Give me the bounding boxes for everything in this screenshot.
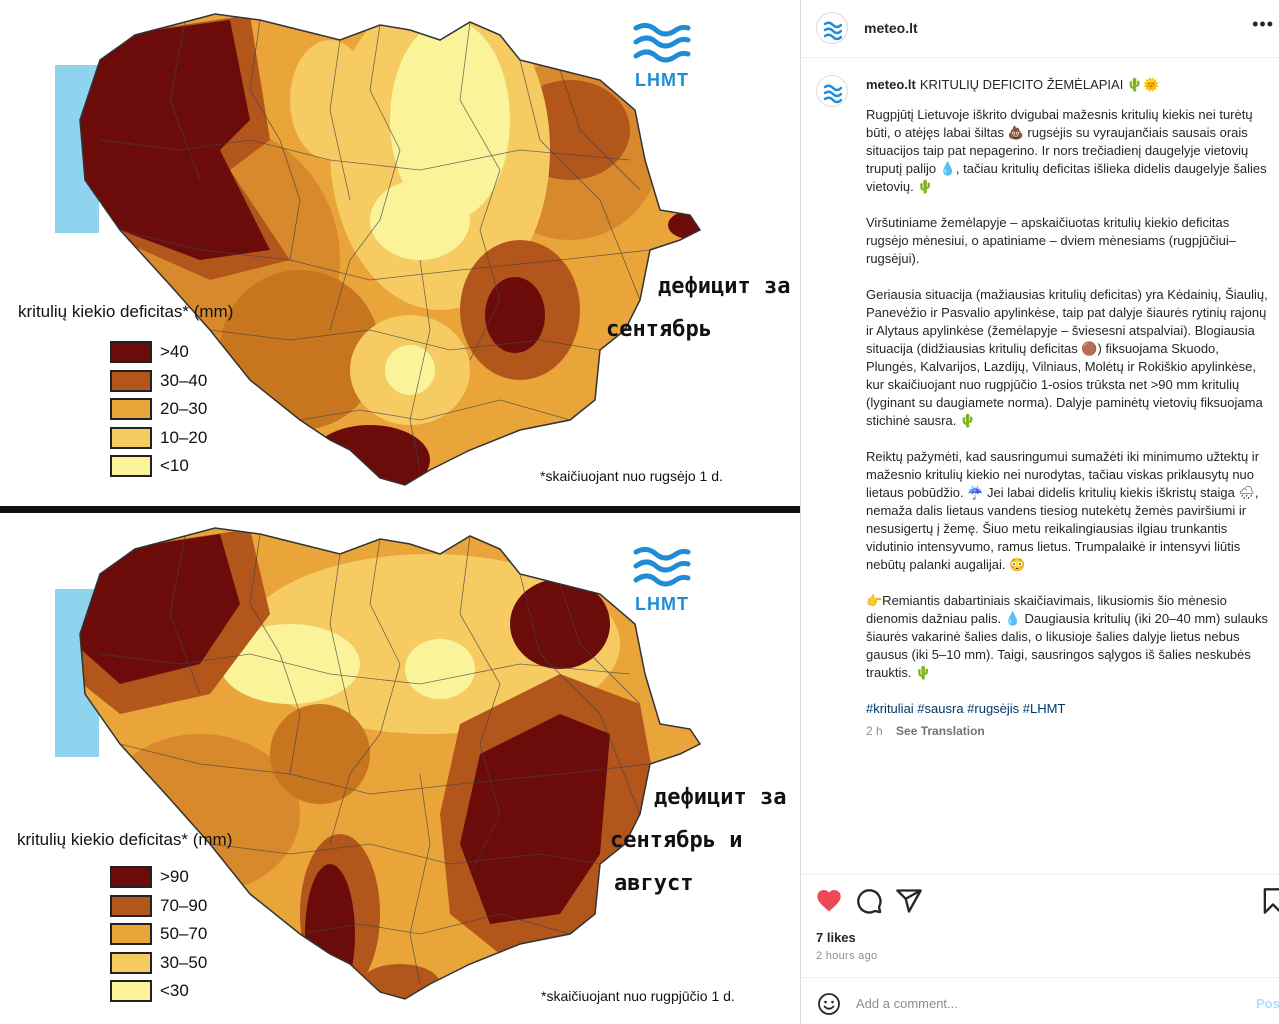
caption-age: 2 h (866, 724, 883, 738)
avatar[interactable] (816, 12, 848, 44)
post-caption: meteo.lt KRITULIŲ DEFICITO ŽEMĖLAPIAI 🌵🌞 … (866, 76, 1271, 740)
hashtags[interactable]: #krituliai #sausra #rugsėjis #LHMT (866, 701, 1066, 716)
map-annotation: дефицит за сентябрь (606, 265, 790, 351)
caption-paragraph: Viršutiniame žemėlapyje – apskaičiuotas … (866, 215, 1236, 266)
action-bar (801, 874, 1279, 930)
legend-label: <30 (160, 981, 189, 1001)
post-comment-button[interactable]: Post (1256, 996, 1279, 1011)
annotation-line: август (614, 871, 694, 896)
legend-swatch (110, 341, 152, 364)
legend-item: <30 (110, 977, 207, 1006)
meteo-logo-icon (823, 21, 843, 41)
legend-item: 30–40 (110, 367, 207, 396)
legend-label: 10–20 (160, 427, 208, 447)
caption-title-line: meteo.lt KRITULIŲ DEFICITO ŽEMĖLAPIAI 🌵🌞 (866, 76, 1271, 94)
legend-item: 70–90 (110, 892, 207, 921)
legend-label: <10 (160, 456, 189, 476)
legend-item: 20–30 (110, 395, 207, 424)
legend-swatch (110, 951, 152, 974)
lhmt-logo: LHMT (632, 544, 692, 619)
caption-paragraph: Reiktų pažymėti, kad sausringumui sumažė… (866, 449, 1263, 572)
emoji-icon[interactable] (817, 992, 841, 1016)
legend-item: >40 (110, 338, 207, 367)
lhmt-wave-icon (633, 546, 691, 587)
legend-swatch (110, 455, 152, 478)
aug-sep-deficit-map: LHMT kritulių kiekio deficitas* (mm) >90… (0, 514, 800, 1024)
lhmt-logo-text: LHMT (635, 70, 689, 90)
legend-item: 30–50 (110, 949, 207, 978)
legend-label: 70–90 (160, 895, 208, 915)
legend-title: kritulių kiekio deficitas* (mm) (17, 830, 233, 849)
annotation-line: сентябрь (606, 317, 712, 342)
district-borders (99, 533, 651, 985)
legend-label: 30–50 (160, 952, 208, 972)
caption-paragraph: 👉Remiantis dabartiniais skaičiavimais, l… (866, 593, 1272, 680)
caption-paragraph: Geriausia situacija (mažiausias kritulių… (866, 287, 1272, 428)
post-timestamp: 2 hours ago (816, 950, 878, 962)
caption-avatar[interactable] (816, 75, 848, 107)
annotation-line: дефицит за (658, 274, 791, 299)
legend-label: 30–40 (160, 370, 208, 390)
annotation-line: сентябрь и (610, 828, 743, 853)
legend-swatch (110, 369, 152, 392)
legend-label: >40 (160, 342, 189, 362)
legend-swatch (110, 980, 152, 1003)
legend-label: 20–30 (160, 399, 208, 419)
meteo-logo-icon (823, 84, 843, 104)
country-border (79, 13, 702, 486)
legend-title: kritulių kiekio deficitas* (mm) (18, 302, 234, 321)
header-username[interactable]: meteo.lt (864, 20, 918, 36)
post-header: meteo.lt ••• (801, 0, 1279, 58)
likes-count[interactable]: 7 likes (816, 930, 856, 945)
comment-bar: Post (801, 977, 1279, 1024)
district-borders (99, 19, 651, 471)
map-footnote: *skaičiuojant nuo rugsėjo 1 d. (540, 468, 723, 484)
legend: >90 70–90 50–70 30–50 <30 (110, 863, 207, 1006)
country-border (79, 527, 702, 1000)
map-divider (0, 506, 800, 513)
lhmt-wave-icon (633, 22, 691, 63)
more-options-icon[interactable]: ••• (1252, 14, 1274, 34)
lithuania-map-top (55, 13, 702, 486)
caption-meta: 2 h See Translation (866, 722, 1271, 740)
september-deficit-map: LHMT kritulių kiekio deficitas* (mm) >40… (0, 0, 800, 505)
heart-icon[interactable] (815, 887, 843, 915)
legend-label: 50–70 (160, 924, 208, 944)
map-annotation: дефицит за сентябрь и август (610, 776, 786, 905)
legend-swatch (110, 923, 152, 946)
comment-input[interactable] (856, 992, 1236, 1014)
map-footnote: *skaičiuojant nuo rugpjūčio 1 d. (541, 988, 735, 1004)
caption-paragraph: Rugpjūtį Lietuvoje iškrito dvigubai maže… (866, 107, 1271, 194)
post-image: LHMT kritulių kiekio deficitas* (mm) >40… (0, 0, 800, 1024)
lhmt-logo-text: LHMT (635, 594, 689, 614)
caption-username[interactable]: meteo.lt (866, 77, 916, 92)
caption-title: KRITULIŲ DEFICITO ŽEMĖLAPIAI 🌵🌞 (919, 77, 1160, 92)
legend-item: >90 (110, 863, 207, 892)
legend-swatch (110, 398, 152, 421)
legend: >40 30–40 20–30 10–20 <10 (110, 338, 207, 481)
legend-item: 10–20 (110, 424, 207, 453)
legend-swatch (110, 894, 152, 917)
legend-item: <10 (110, 452, 207, 481)
legend-swatch (110, 426, 152, 449)
post-side-panel: meteo.lt ••• meteo.lt KRITULIŲ DEFICITO Ž… (800, 0, 1279, 1024)
legend-item: 50–70 (110, 920, 207, 949)
legend-label: >90 (160, 867, 189, 887)
comment-icon[interactable] (855, 887, 883, 915)
see-translation-link[interactable]: See Translation (896, 724, 985, 738)
annotation-line: дефицит за (654, 785, 787, 810)
legend-swatch (110, 866, 152, 889)
share-icon[interactable] (895, 887, 923, 915)
bookmark-icon[interactable] (1259, 887, 1279, 915)
lhmt-logo: LHMT (632, 20, 692, 95)
lithuania-map-bottom (55, 527, 702, 1000)
